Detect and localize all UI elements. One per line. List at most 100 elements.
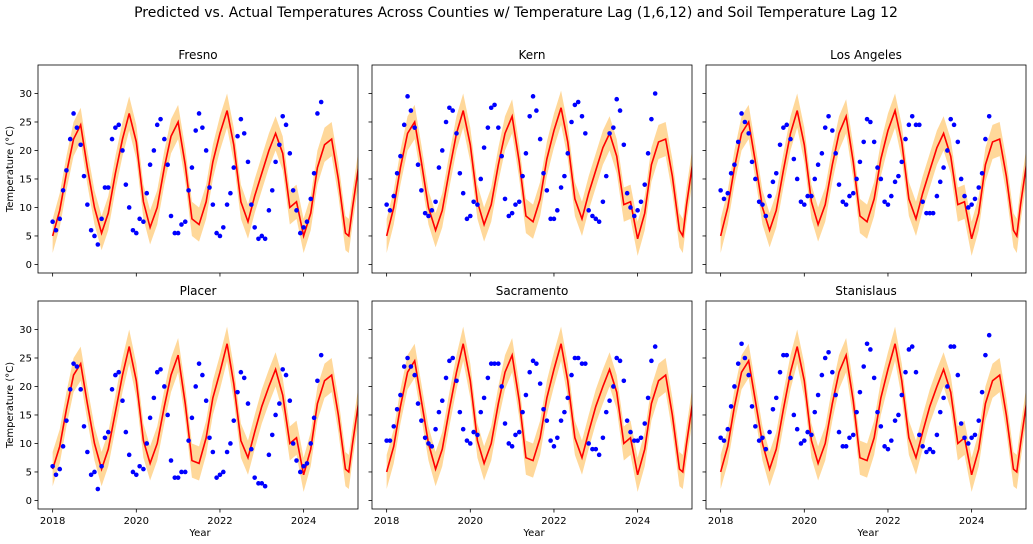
actual-point xyxy=(847,193,852,199)
actual-point xyxy=(134,472,139,478)
actual-point xyxy=(137,216,142,222)
actual-point xyxy=(763,213,769,219)
actual-point xyxy=(558,418,564,423)
actual-point xyxy=(304,461,310,466)
actual-point xyxy=(965,205,971,210)
actual-point xyxy=(488,361,494,366)
actual-point xyxy=(116,122,122,128)
actual-point xyxy=(99,216,104,222)
actual-point xyxy=(245,159,251,165)
actual-point xyxy=(60,188,66,193)
panel-stanislaus: Stanislaus 2018 2020 2022 2024 Year xyxy=(702,284,1027,539)
actual-point xyxy=(906,122,912,128)
actual-point xyxy=(283,122,289,128)
actual-point xyxy=(85,202,90,207)
actual-point xyxy=(454,378,459,384)
actual-point xyxy=(502,196,508,202)
x-tick-label: 2024 xyxy=(291,516,316,527)
actual-point xyxy=(269,188,275,193)
actual-point xyxy=(196,111,202,116)
actual-point xyxy=(95,242,101,247)
actual-point xyxy=(777,369,783,375)
actual-point xyxy=(419,188,424,193)
actual-point xyxy=(951,344,957,349)
actual-point xyxy=(520,173,525,179)
actual-point xyxy=(896,173,901,179)
actual-point xyxy=(496,361,501,366)
actual-point xyxy=(777,142,783,148)
actual-point xyxy=(207,185,212,190)
actual-point xyxy=(728,170,734,176)
actual-point xyxy=(826,113,831,119)
actual-point xyxy=(273,412,278,418)
y-tick-label: 0 xyxy=(26,260,32,271)
actual-point xyxy=(301,463,306,469)
actual-point xyxy=(447,358,452,364)
actual-point xyxy=(283,372,289,378)
actual-point xyxy=(590,446,595,452)
actual-point xyxy=(88,472,94,478)
actual-point xyxy=(735,361,741,366)
actual-point xyxy=(252,225,257,230)
actual-point xyxy=(899,392,905,398)
actual-point xyxy=(830,128,835,133)
actual-point xyxy=(294,208,299,213)
actual-point xyxy=(836,182,842,187)
actual-point xyxy=(864,341,870,347)
actual-point xyxy=(53,472,59,478)
actual-point xyxy=(419,418,424,423)
actual-point xyxy=(958,176,964,182)
actual-point xyxy=(920,444,925,449)
actual-point xyxy=(917,432,922,438)
actual-point xyxy=(889,438,894,443)
actual-point xyxy=(909,344,915,349)
actual-point xyxy=(231,418,237,423)
actual-point xyxy=(92,233,97,239)
actual-point xyxy=(937,179,943,185)
actual-point xyxy=(315,378,320,384)
actual-point xyxy=(71,111,76,116)
actual-point xyxy=(311,415,317,421)
actual-point xyxy=(624,190,630,196)
actual-point xyxy=(433,426,438,432)
actual-point xyxy=(64,168,69,173)
actual-point xyxy=(210,202,216,207)
actual-point xyxy=(624,418,630,423)
actual-point xyxy=(614,96,620,102)
actual-point xyxy=(297,469,303,475)
actual-point xyxy=(621,142,627,148)
actual-point xyxy=(791,412,797,418)
actual-point xyxy=(603,409,609,415)
x-axis-label: Year xyxy=(188,528,211,539)
actual-point xyxy=(147,415,153,421)
actual-point xyxy=(930,449,936,455)
actual-point xyxy=(231,165,237,170)
actual-point xyxy=(81,424,87,429)
x-tick-label: 2024 xyxy=(959,516,984,527)
predicted-line xyxy=(51,110,358,240)
plot-area xyxy=(384,90,692,256)
actual-point xyxy=(249,446,254,452)
predicted-line xyxy=(51,343,358,476)
actual-point xyxy=(857,159,863,165)
actual-point xyxy=(962,435,967,441)
panel-title: Placer xyxy=(180,284,217,298)
actual-point xyxy=(120,398,125,404)
actual-point xyxy=(189,165,195,170)
x-tick-label: 2018 xyxy=(374,516,399,527)
x-tick-label: 2022 xyxy=(541,516,566,527)
actual-point xyxy=(763,446,769,452)
actual-point xyxy=(262,483,268,489)
x-tick-label: 2024 xyxy=(625,516,650,527)
actual-point xyxy=(165,162,170,168)
actual-point xyxy=(468,441,473,446)
actual-point xyxy=(301,225,306,230)
actual-point xyxy=(182,469,188,475)
actual-point xyxy=(387,438,393,443)
actual-point xyxy=(478,409,484,415)
axes-frame xyxy=(705,300,1027,510)
actual-point xyxy=(951,122,957,128)
actual-point xyxy=(903,136,908,142)
actual-point xyxy=(913,369,919,375)
plot-area xyxy=(50,93,358,254)
